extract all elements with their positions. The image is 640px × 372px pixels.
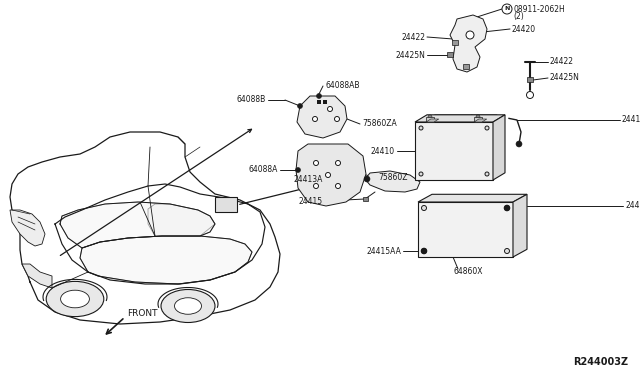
Polygon shape	[60, 202, 215, 248]
Circle shape	[504, 248, 509, 253]
Polygon shape	[22, 264, 52, 288]
Circle shape	[422, 248, 426, 253]
Circle shape	[364, 176, 370, 182]
Circle shape	[504, 205, 509, 211]
Text: 24415AA: 24415AA	[366, 247, 401, 256]
Polygon shape	[426, 119, 439, 122]
Ellipse shape	[161, 289, 215, 323]
Ellipse shape	[175, 298, 202, 314]
Text: R244003Z: R244003Z	[573, 357, 628, 367]
Text: 24415AA: 24415AA	[625, 202, 640, 211]
Circle shape	[314, 183, 319, 189]
Circle shape	[335, 160, 340, 166]
Text: 75860Z: 75860Z	[378, 173, 408, 183]
Text: (2): (2)	[513, 13, 524, 22]
Polygon shape	[80, 236, 252, 284]
Bar	[452, 40, 458, 45]
Bar	[363, 197, 368, 201]
Circle shape	[504, 205, 510, 211]
FancyBboxPatch shape	[418, 202, 513, 257]
Text: 75860ZA: 75860ZA	[362, 119, 397, 128]
FancyBboxPatch shape	[474, 117, 482, 122]
Polygon shape	[297, 96, 347, 138]
Circle shape	[298, 103, 303, 109]
Text: 24420: 24420	[512, 25, 536, 33]
Circle shape	[335, 183, 340, 189]
Circle shape	[466, 31, 474, 39]
Polygon shape	[365, 171, 420, 192]
Text: 64088B: 64088B	[237, 96, 266, 105]
Polygon shape	[474, 119, 487, 122]
Polygon shape	[296, 144, 366, 206]
Bar	[527, 77, 533, 82]
Ellipse shape	[61, 290, 90, 308]
Text: 24413A: 24413A	[294, 174, 323, 183]
Text: 64860X: 64860X	[453, 266, 483, 276]
Bar	[317, 100, 321, 104]
Text: 24413M: 24413M	[622, 115, 640, 125]
Circle shape	[476, 115, 480, 119]
Polygon shape	[10, 210, 45, 246]
Circle shape	[296, 167, 301, 173]
Text: 64088AB: 64088AB	[325, 80, 360, 90]
Polygon shape	[493, 115, 505, 180]
Circle shape	[419, 172, 423, 176]
Circle shape	[422, 205, 426, 211]
Circle shape	[527, 92, 534, 99]
Circle shape	[326, 173, 330, 177]
Circle shape	[485, 172, 489, 176]
Circle shape	[516, 141, 522, 147]
Circle shape	[485, 126, 489, 130]
Polygon shape	[148, 204, 215, 236]
Circle shape	[421, 248, 427, 254]
Text: 24422: 24422	[401, 32, 425, 42]
Text: FRONT: FRONT	[127, 310, 157, 318]
Text: 24415: 24415	[299, 196, 323, 205]
Text: 24410: 24410	[371, 147, 395, 155]
Circle shape	[428, 115, 432, 119]
Circle shape	[314, 160, 319, 166]
Text: 24425N: 24425N	[395, 51, 425, 60]
Ellipse shape	[46, 281, 104, 317]
Circle shape	[502, 4, 512, 14]
FancyBboxPatch shape	[426, 117, 434, 122]
Circle shape	[335, 116, 339, 122]
Polygon shape	[513, 194, 527, 257]
Polygon shape	[450, 15, 487, 72]
Circle shape	[419, 126, 423, 130]
Text: 08911-2062H: 08911-2062H	[513, 4, 564, 13]
Circle shape	[328, 106, 333, 112]
Text: 24425N: 24425N	[550, 74, 580, 83]
FancyBboxPatch shape	[215, 197, 237, 212]
Bar	[463, 64, 469, 69]
Polygon shape	[418, 194, 527, 202]
Text: 64088A: 64088A	[248, 166, 278, 174]
Bar	[447, 52, 453, 57]
Polygon shape	[415, 115, 505, 122]
Circle shape	[317, 93, 321, 99]
Bar	[323, 100, 327, 104]
FancyBboxPatch shape	[415, 122, 493, 180]
Circle shape	[312, 116, 317, 122]
Text: 24422: 24422	[550, 58, 574, 67]
Text: N: N	[504, 6, 509, 12]
